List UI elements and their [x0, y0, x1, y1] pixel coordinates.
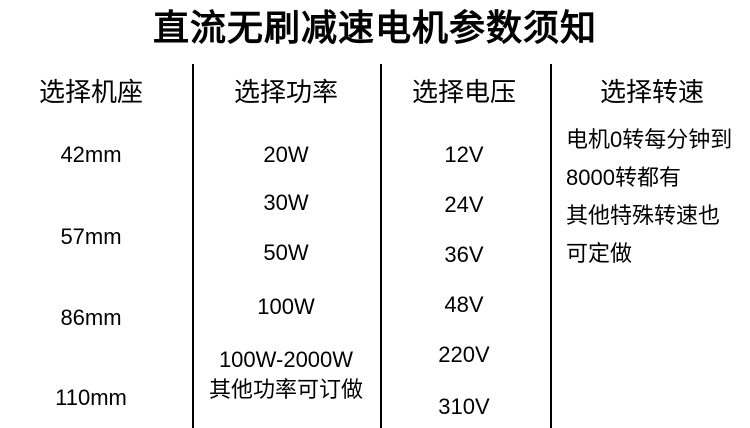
power-custom-note: 其他功率可订做: [208, 377, 363, 402]
speed-note-line-4: 可定做: [566, 241, 633, 266]
frame-size-option-42mm: 42mm: [60, 142, 122, 167]
column-header-frame-size: 选择机座: [38, 77, 143, 107]
voltage-option-12v: 12V: [444, 142, 484, 167]
power-option-30w: 30W: [263, 190, 309, 215]
page-title: 直流无刷减速电机参数须知: [152, 7, 597, 48]
frame-size-option-57mm: 57mm: [60, 224, 122, 249]
power-option-100w: 100W: [257, 294, 315, 319]
speed-note: 电机0转每分钟到 8000转都有 其他特殊转速也 可定做: [566, 121, 732, 273]
voltage-option-36v: 36V: [444, 242, 484, 267]
power-option-20w: 20W: [263, 142, 309, 167]
speed-note-line-2: 8000转都有: [566, 165, 681, 190]
power-option-range: 100W-2000W: [218, 347, 354, 372]
power-option-50w: 50W: [263, 240, 309, 265]
column-divider-3: [550, 64, 552, 428]
voltage-option-310v: 310V: [438, 394, 490, 419]
column-divider-1: [192, 64, 194, 428]
speed-note-line-1: 电机0转每分钟到: [566, 127, 733, 152]
frame-size-option-86mm: 86mm: [60, 305, 122, 330]
frame-size-option-110mm: 110mm: [55, 385, 127, 410]
voltage-option-24v: 24V: [444, 192, 484, 217]
voltage-option-220v: 220V: [438, 342, 490, 367]
speed-note-line-3: 其他特殊转速也: [566, 203, 721, 228]
column-header-speed: 选择转速: [599, 77, 704, 107]
column-header-power: 选择功率: [233, 77, 338, 107]
column-header-voltage: 选择电压: [411, 77, 516, 107]
voltage-option-48v: 48V: [444, 292, 484, 317]
column-divider-2: [380, 64, 382, 428]
